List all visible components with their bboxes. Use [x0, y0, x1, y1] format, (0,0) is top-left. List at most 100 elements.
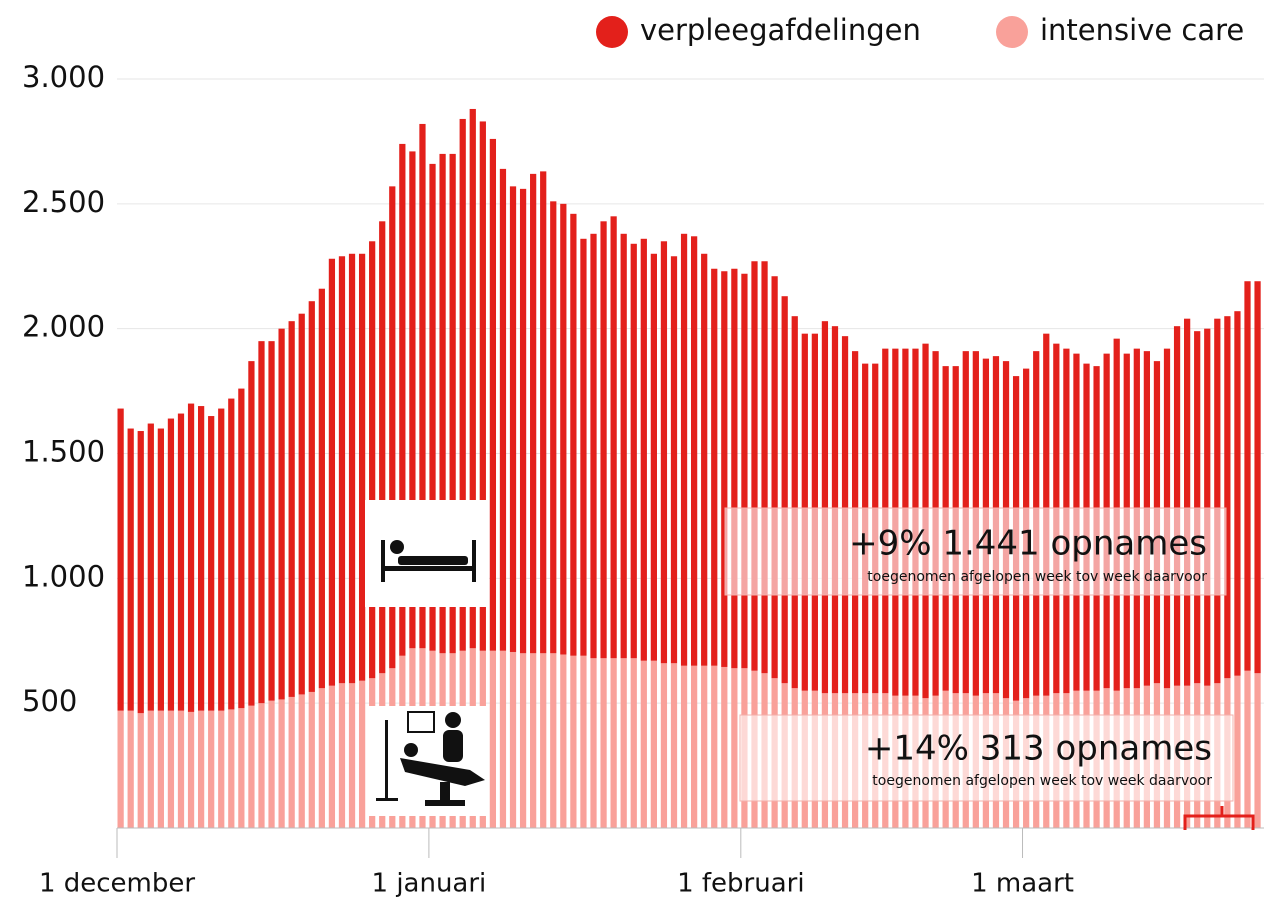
bar: [157, 428, 164, 711]
bar: [187, 711, 195, 828]
bar: [288, 696, 295, 828]
ward-icon-bg: [365, 500, 489, 607]
y-tick-label: 1.000: [22, 559, 105, 593]
bar: [298, 313, 305, 695]
y-tick-label: 3.000: [22, 60, 105, 94]
grid: [117, 78, 1264, 704]
bar: [519, 653, 527, 828]
bar: [117, 710, 124, 828]
overlay: +9% 1.441 opnames toegenomen afgelopen w…: [365, 500, 1255, 830]
bar: [167, 418, 175, 711]
bar: [389, 186, 396, 669]
bar: [1234, 311, 1241, 676]
legend-label: verpleegafdelingen: [640, 13, 921, 47]
bar: [157, 710, 164, 828]
legend: verpleegafdelingen intensive care: [596, 13, 1244, 48]
bar: [318, 288, 325, 689]
bar: [218, 408, 225, 711]
bar: [1214, 318, 1221, 684]
bed-icon: [381, 540, 476, 582]
bar: [680, 233, 688, 666]
bar: [821, 321, 829, 694]
ic-icon-bg: [369, 706, 487, 816]
bar: [1244, 281, 1251, 671]
bar: [650, 253, 657, 661]
y-tick-label: 1.500: [22, 435, 105, 469]
bar: [570, 213, 577, 656]
bar: [721, 271, 728, 667]
bar: [600, 221, 607, 659]
bar: [1234, 675, 1241, 828]
bar: [127, 428, 134, 711]
bar: [1254, 281, 1261, 674]
bar: [298, 694, 305, 828]
bar: [701, 253, 708, 666]
bar: [590, 233, 597, 659]
bar: [509, 186, 517, 652]
bar: [1224, 316, 1231, 679]
x-tick-label: 1 februari: [677, 869, 804, 899]
bar: [469, 108, 476, 649]
bar: [1204, 328, 1211, 686]
bar: [208, 416, 215, 711]
bar: [369, 241, 376, 679]
bar: [670, 663, 678, 828]
bar: [670, 256, 678, 664]
annotation-box: [739, 714, 1234, 802]
bar: [268, 341, 275, 701]
legend-label: intensive care: [1040, 13, 1244, 47]
bar: [167, 710, 175, 828]
bar: [630, 658, 637, 828]
bar: [147, 710, 154, 828]
bar: [117, 408, 124, 711]
annotation-note: toegenomen afgelopen week tov week daarv…: [867, 569, 1207, 585]
bar: [691, 665, 698, 828]
bar: [550, 201, 557, 654]
bar: [379, 221, 386, 674]
bar: [691, 236, 698, 666]
bar: [499, 168, 507, 651]
bar: [137, 431, 144, 714]
bar: [459, 118, 466, 651]
bar: [680, 665, 688, 828]
bar: [1184, 318, 1191, 686]
y-tick-label: 2.000: [22, 310, 105, 344]
bar: [308, 691, 315, 828]
bar: [711, 665, 718, 828]
bar: [731, 668, 738, 828]
bar: [540, 653, 547, 828]
bar: [197, 406, 205, 711]
bar: [610, 216, 617, 659]
bar: [449, 153, 456, 654]
bar: [560, 654, 567, 828]
bar: [409, 151, 416, 649]
bar: [1244, 670, 1251, 828]
bar: [228, 398, 235, 710]
bar: [308, 301, 315, 692]
bar: [620, 658, 627, 828]
bar: [358, 253, 366, 681]
bar: [741, 273, 748, 669]
bar: [519, 188, 527, 654]
bracket: [1183, 806, 1255, 830]
bar: [338, 683, 346, 828]
bar: [177, 710, 185, 828]
bar: [268, 700, 275, 828]
bar: [278, 328, 285, 700]
bar: [208, 710, 215, 828]
x-tick-label: 1 maart: [971, 869, 1074, 899]
x-tick-label: 1 december: [39, 869, 195, 899]
bar: [348, 253, 356, 684]
y-tick-label: 500: [22, 684, 77, 718]
bar: [570, 655, 577, 828]
bar: [399, 143, 406, 656]
bar: [1173, 326, 1181, 686]
bar: [640, 660, 647, 828]
bar: [791, 316, 798, 689]
bar: [328, 685, 336, 828]
bar: [660, 663, 668, 828]
bar: [489, 650, 497, 828]
legend-swatch: [996, 16, 1028, 48]
bar: [358, 680, 366, 828]
bar: [328, 258, 336, 686]
